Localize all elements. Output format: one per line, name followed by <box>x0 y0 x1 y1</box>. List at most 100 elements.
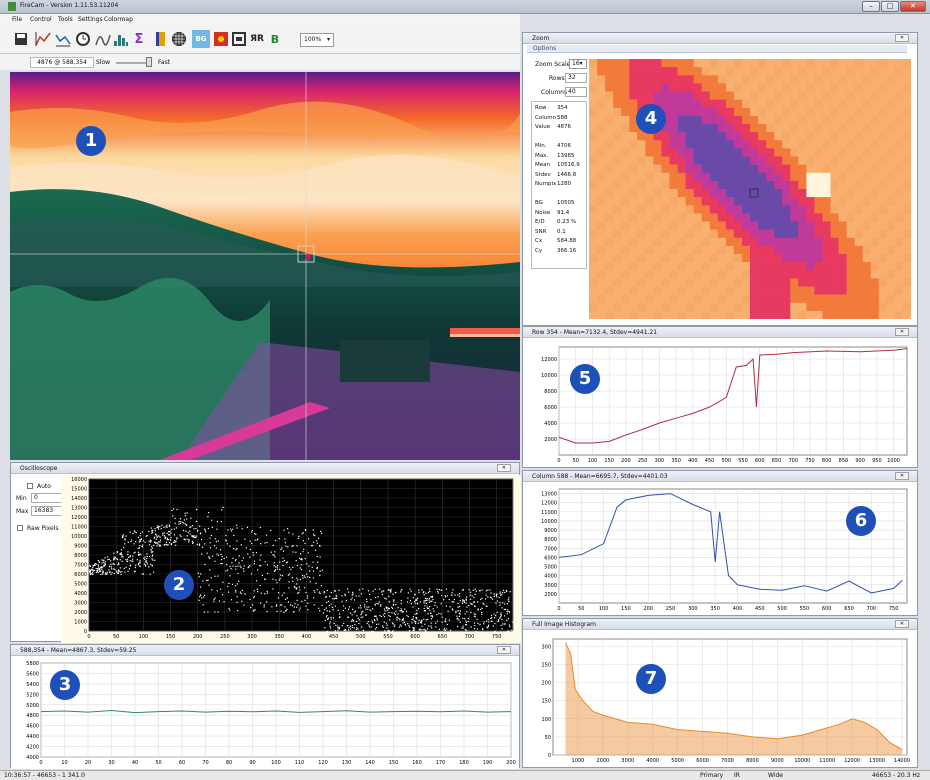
scatter-point <box>113 563 115 565</box>
scatter-point <box>89 569 91 571</box>
x-tick-label: 300 <box>655 458 665 464</box>
thermal-image[interactable] <box>10 72 520 460</box>
scatter-point <box>458 612 461 614</box>
auto-checkbox[interactable] <box>27 483 33 489</box>
scatter-point <box>254 532 256 535</box>
grid-icon[interactable] <box>170 30 188 48</box>
options-tab[interactable]: Options <box>527 45 907 53</box>
sigma-icon[interactable]: Σ <box>134 31 144 47</box>
close-icon[interactable]: ✕ <box>895 328 909 336</box>
y-tick-label: 6000 <box>544 555 557 561</box>
raw-pixels-checkbox[interactable] <box>17 525 23 531</box>
scatter-point <box>368 606 370 608</box>
scatter-point <box>226 563 228 566</box>
bookmark-icon[interactable] <box>152 30 170 48</box>
scatter-point <box>216 590 218 592</box>
panel-header: 588,354 - Mean=4867.3, Stdev=59.25 ✕ <box>11 645 519 656</box>
close-button[interactable]: ✕ <box>900 1 926 12</box>
clock-icon[interactable] <box>74 30 92 48</box>
status-ir: IR <box>734 772 740 779</box>
frame-icon[interactable] <box>230 30 248 48</box>
speed-slider-track[interactable] <box>116 62 152 64</box>
y-tick-label: 14000 <box>71 496 87 502</box>
zoom-select[interactable]: 100% ▾ <box>300 33 334 47</box>
close-icon[interactable]: ✕ <box>895 620 909 628</box>
close-icon[interactable]: ✕ <box>895 472 909 480</box>
scatter-point <box>163 526 165 528</box>
y-tick-label: 5000 <box>74 582 87 588</box>
scatter-point <box>415 622 417 624</box>
zoom-scale-select[interactable]: 16▾ <box>569 59 587 69</box>
target-icon[interactable] <box>212 30 230 48</box>
scatter-point <box>354 611 356 613</box>
scatter-point <box>458 619 460 621</box>
close-icon[interactable]: ✕ <box>497 646 511 654</box>
scatter-point <box>163 535 166 537</box>
scatter-point <box>446 623 448 626</box>
scatter-point <box>399 610 401 612</box>
scatter-point <box>477 622 479 624</box>
scatter-point <box>132 558 134 560</box>
scatter-point <box>109 571 111 573</box>
scatter-point <box>388 595 390 597</box>
x-tick-label: 500 <box>777 606 787 612</box>
scatter-point <box>155 542 157 544</box>
bg-icon[interactable]: BG <box>192 30 210 48</box>
maximize-button[interactable]: □ <box>881 1 899 12</box>
zoom-image[interactable] <box>589 59 911 319</box>
b-icon[interactable]: B <box>270 32 280 46</box>
scatter-point <box>201 546 204 548</box>
rows-input[interactable]: 32 <box>565 73 587 83</box>
scatter-point <box>341 595 343 597</box>
scatter-point <box>413 620 415 622</box>
scatter-point <box>367 590 369 592</box>
menu-file[interactable]: File <box>12 16 23 23</box>
scatter-point <box>337 609 339 611</box>
scatter-point <box>508 597 510 599</box>
stat-label: Numpix <box>535 181 557 187</box>
histogram-icon[interactable] <box>112 30 130 48</box>
scatter-point <box>304 558 306 560</box>
menu-settings[interactable]: Settings <box>78 16 103 23</box>
columns-input[interactable]: 40 <box>565 87 587 97</box>
oscilloscope-icon[interactable] <box>94 30 112 48</box>
x-tick-label: 900 <box>855 458 865 464</box>
menu-control[interactable]: Control <box>30 16 52 23</box>
scatter-point <box>317 537 320 539</box>
scatter-point <box>344 607 346 609</box>
scatter-point <box>208 511 210 514</box>
scatter-point <box>266 601 268 603</box>
line-profile-icon[interactable] <box>34 30 52 48</box>
speed-slider-thumb[interactable] <box>146 57 152 67</box>
scatter-point <box>411 618 413 620</box>
scatter-point <box>337 625 339 627</box>
scatter-point <box>124 539 126 541</box>
scatter-point <box>423 607 425 610</box>
scatter-point <box>430 622 432 624</box>
scatter-point <box>226 569 229 571</box>
minimize-button[interactable]: – <box>862 1 880 12</box>
save-icon[interactable] <box>12 30 30 48</box>
scatter-point <box>499 591 501 593</box>
menu-colormap[interactable]: Colormap <box>104 16 133 23</box>
scatter-point <box>176 538 178 540</box>
y-tick-label: 13000 <box>541 492 557 498</box>
scatter-point <box>506 611 508 613</box>
close-icon[interactable]: ✕ <box>497 464 511 472</box>
menu-tools[interactable]: Tools <box>58 16 73 23</box>
scatter-point <box>491 616 493 619</box>
close-icon[interactable]: ✕ <box>895 34 909 42</box>
rr-icon[interactable]: ЯR <box>250 34 264 44</box>
column-profile-icon[interactable] <box>54 30 72 48</box>
scatter-point <box>121 536 124 538</box>
x-tick-label: 160 <box>412 760 422 766</box>
scatter-point <box>236 583 238 585</box>
scatter-point <box>137 564 139 566</box>
scatter-point <box>381 593 384 596</box>
scatter-point <box>400 599 402 602</box>
scatter-point <box>221 562 223 565</box>
scatter-point <box>413 629 415 631</box>
scatter-point <box>485 590 487 592</box>
scatter-point <box>141 545 143 548</box>
scatter-point <box>108 558 110 560</box>
